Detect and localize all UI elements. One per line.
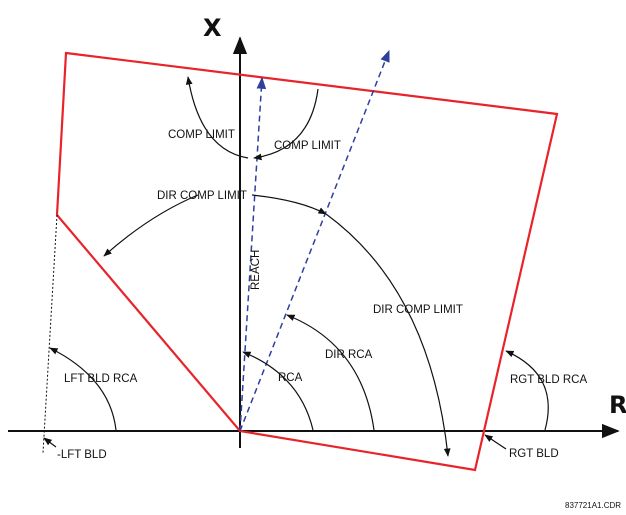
dir-rca-line [239, 49, 390, 432]
figure-id: 837721A1.CDR [565, 501, 621, 510]
rgt-bld-rca-arc [505, 350, 549, 431]
r-axis-title: R [609, 391, 626, 419]
comp-limit-left-arc [185, 76, 249, 159]
reach-label: REACH [250, 250, 262, 290]
dir-rca-arc [286, 314, 375, 431]
dir-comp-limit-right-arc [325, 213, 451, 457]
comp-limit-left-label: COMP LIMIT [168, 129, 235, 141]
x-axis-title: X [203, 14, 222, 42]
rca-arc [242, 351, 314, 431]
lft-bld-leader [43, 437, 57, 448]
left-blinder-line [42, 214, 58, 454]
rgt-bld-rca-label: RGT BLD RCA [510, 374, 587, 386]
rca-label: RCA [278, 372, 303, 384]
dir-comp-limit-top-arc [251, 194, 327, 215]
dir-comp-limit-right-label: DIR COMP LIMIT [373, 304, 463, 316]
lft-bld-rca-arc [49, 347, 117, 431]
lft-bld-rca-label: LFT BLD RCA [64, 373, 138, 385]
rgt-bld-label: RGT BLD [509, 448, 559, 460]
reach-line [239, 76, 267, 432]
comp-limit-right-label: COMP LIMIT [274, 140, 341, 152]
dir-comp-limit-top-label: DIR COMP LIMIT [157, 190, 247, 202]
dir-comp-limit-left-arc [103, 194, 199, 257]
comp-limit-right-arc [253, 88, 319, 161]
rgt-bld-leader [484, 434, 507, 450]
quadrilateral-characteristic [55, 51, 559, 472]
dir-rca-label: DIR RCA [325, 349, 373, 361]
lft-bld-label: -LFT BLD [57, 449, 107, 461]
